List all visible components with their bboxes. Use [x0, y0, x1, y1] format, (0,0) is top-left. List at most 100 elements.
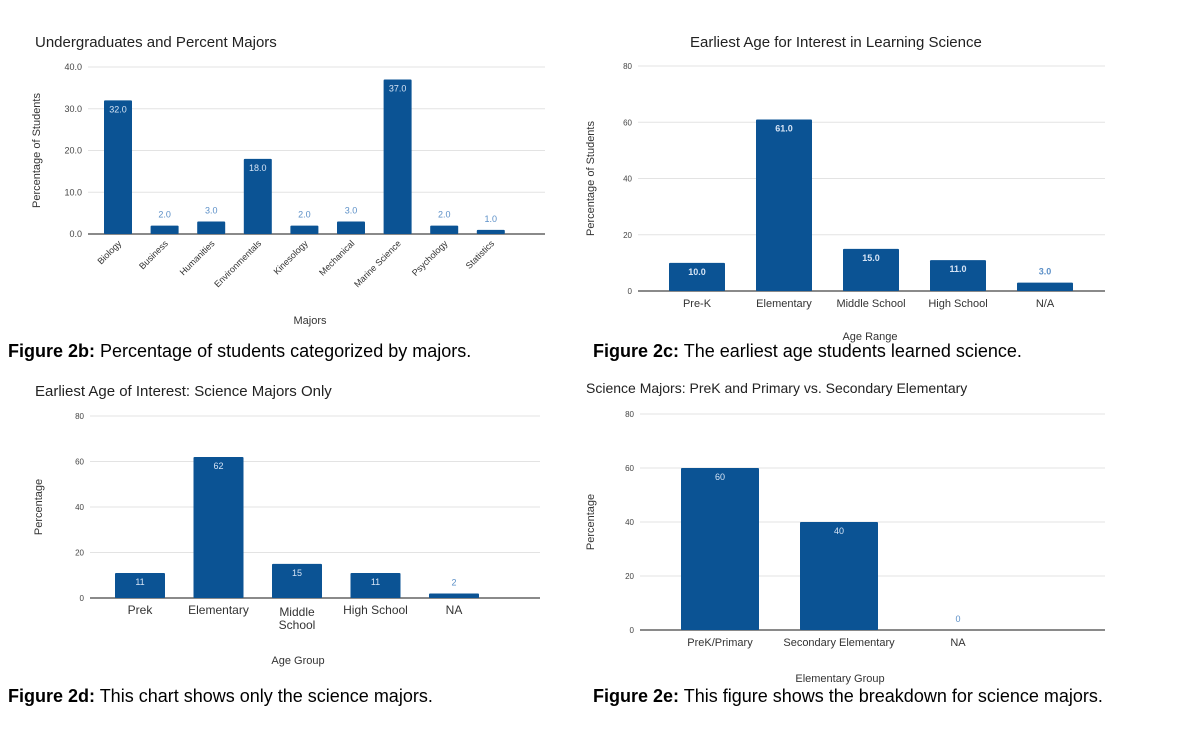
y-tick-label: 40: [75, 503, 84, 512]
bar-prek: [115, 572, 165, 598]
x-tick-label: NA: [446, 603, 463, 617]
data-label: 60: [715, 472, 725, 482]
data-label: 2: [451, 577, 456, 587]
data-label: 1.0: [485, 214, 498, 224]
x-tick-label: N/A: [1036, 298, 1055, 310]
x-tick-label-line: School: [279, 618, 316, 632]
x-axis-title: Age Group: [271, 655, 324, 667]
data-label: 3.0: [205, 205, 218, 215]
data-label: 3.0: [345, 205, 358, 215]
data-label: 3.0: [1039, 267, 1052, 277]
y-axis-title: Percentage of Students: [31, 93, 43, 208]
caption-2e: Figure 2e: This figure shows the breakdo…: [593, 686, 1103, 707]
bar-business: [150, 225, 179, 234]
x-tick-label: Pre-K: [683, 298, 712, 310]
x-axis-title: Age Range: [842, 331, 897, 343]
y-tick-label: 0: [630, 626, 635, 635]
data-label: 2.0: [298, 210, 311, 220]
data-label: 62: [213, 461, 223, 471]
x-tick-label: Statistics: [464, 238, 497, 271]
data-label: 10.0: [688, 267, 706, 277]
y-tick-label: 0.0: [69, 229, 82, 239]
y-tick-label: 80: [623, 62, 632, 71]
y-tick-label: 20.0: [64, 146, 82, 156]
x-tick-label: Humanities: [178, 238, 217, 277]
bar-prek-primary: [681, 468, 759, 630]
data-label: 11: [371, 577, 380, 587]
data-label: 2.0: [438, 210, 451, 220]
x-tick-label: Biology: [95, 238, 123, 266]
caption-2c: Figure 2c: The earliest age students lea…: [593, 341, 1022, 362]
caption-figure-label: Figure 2b:: [8, 341, 96, 361]
x-tick-label: NA: [950, 637, 966, 649]
x-axis-title: Elementary Group: [795, 673, 884, 685]
y-tick-label: 80: [625, 410, 634, 419]
bar-humanities: [197, 221, 226, 234]
bar-marine-science: [383, 79, 412, 235]
x-tick-label-line: Middle: [279, 605, 315, 619]
y-tick-label: 10.0: [64, 187, 82, 197]
data-label: 40: [834, 526, 844, 536]
caption-figure-label: Figure 2d:: [8, 686, 96, 706]
x-tick-label: Prek: [128, 603, 154, 617]
y-tick-label: 20: [625, 572, 634, 581]
y-tick-label: 80: [75, 412, 84, 421]
data-label: 0: [955, 614, 960, 624]
bar-elementary: [193, 456, 244, 598]
chart-title-2c: Earliest Age for Interest in Learning Sc…: [690, 34, 982, 51]
x-tick-label: PreK/Primary: [687, 637, 753, 649]
x-tick-label: Business: [137, 238, 170, 271]
bar-pre-k: [669, 262, 725, 291]
data-label: 15: [292, 568, 302, 578]
chart-title-2d: Earliest Age of Interest: Science Majors…: [35, 383, 332, 400]
y-tick-label: 20: [623, 231, 632, 240]
bar-environmentals: [243, 158, 272, 234]
x-tick-label: Elementary: [188, 603, 249, 617]
data-label: 11.0: [949, 264, 966, 274]
y-tick-label: 0: [628, 287, 633, 296]
caption-2b: Figure 2b: Percentage of students catego…: [8, 341, 471, 362]
y-tick-label: 40: [623, 175, 632, 184]
bar-secondary-elementary: [800, 522, 878, 630]
data-label: 2.0: [158, 210, 171, 220]
y-tick-label: 40: [625, 518, 634, 527]
x-tick-label: Marine Science: [352, 238, 403, 289]
x-tick-label: Mechanical: [317, 238, 356, 277]
x-tick-label: Middle School: [279, 605, 316, 632]
bar-high-school: [350, 572, 401, 598]
data-label: 61.0: [775, 123, 793, 133]
bar-kinesology: [290, 225, 319, 234]
y-axis-title: Percentage: [33, 479, 45, 535]
chart-title-2e: Science Majors: PreK and Primary vs. Sec…: [586, 380, 968, 396]
x-tick-label: Environmentals: [212, 238, 263, 289]
caption-figure-label: Figure 2c:: [593, 341, 680, 361]
x-tick-label: Secondary Elementary: [783, 637, 895, 649]
bar-na: [429, 593, 479, 598]
caption-text: This chart shows only the science majors…: [95, 686, 433, 706]
caption-text: Percentage of students categorized by ma…: [95, 341, 472, 361]
y-tick-label: 60: [75, 458, 84, 467]
x-tick-label: Psychology: [410, 238, 450, 278]
y-axis-title: Percentage: [585, 494, 597, 550]
caption-text: The earliest age students learned scienc…: [679, 341, 1022, 361]
x-tick-label: High School: [343, 603, 408, 617]
x-tick-label: Middle School: [836, 298, 905, 310]
bar-middle-school: [843, 248, 899, 291]
chart-title-2b: Undergraduates and Percent Majors: [35, 34, 277, 51]
caption-figure-label: Figure 2e:: [593, 686, 680, 706]
y-tick-label: 60: [625, 464, 634, 473]
bar-middle-school: [272, 563, 322, 598]
x-tick-label: Kinesology: [272, 238, 311, 277]
data-label: 32.0: [109, 104, 127, 114]
bar-psychology: [430, 225, 459, 234]
x-axis-title: Majors: [293, 315, 327, 327]
caption-2d: Figure 2d: This chart shows only the sci…: [8, 686, 433, 707]
y-tick-label: 60: [623, 118, 632, 127]
bar-elementary: [756, 119, 812, 291]
y-tick-label: 20: [75, 549, 84, 558]
bar-mechanical: [337, 221, 365, 234]
y-tick-label: 30.0: [64, 104, 82, 114]
x-tick-label: Elementary: [756, 298, 812, 310]
y-tick-label: 40.0: [64, 62, 82, 72]
